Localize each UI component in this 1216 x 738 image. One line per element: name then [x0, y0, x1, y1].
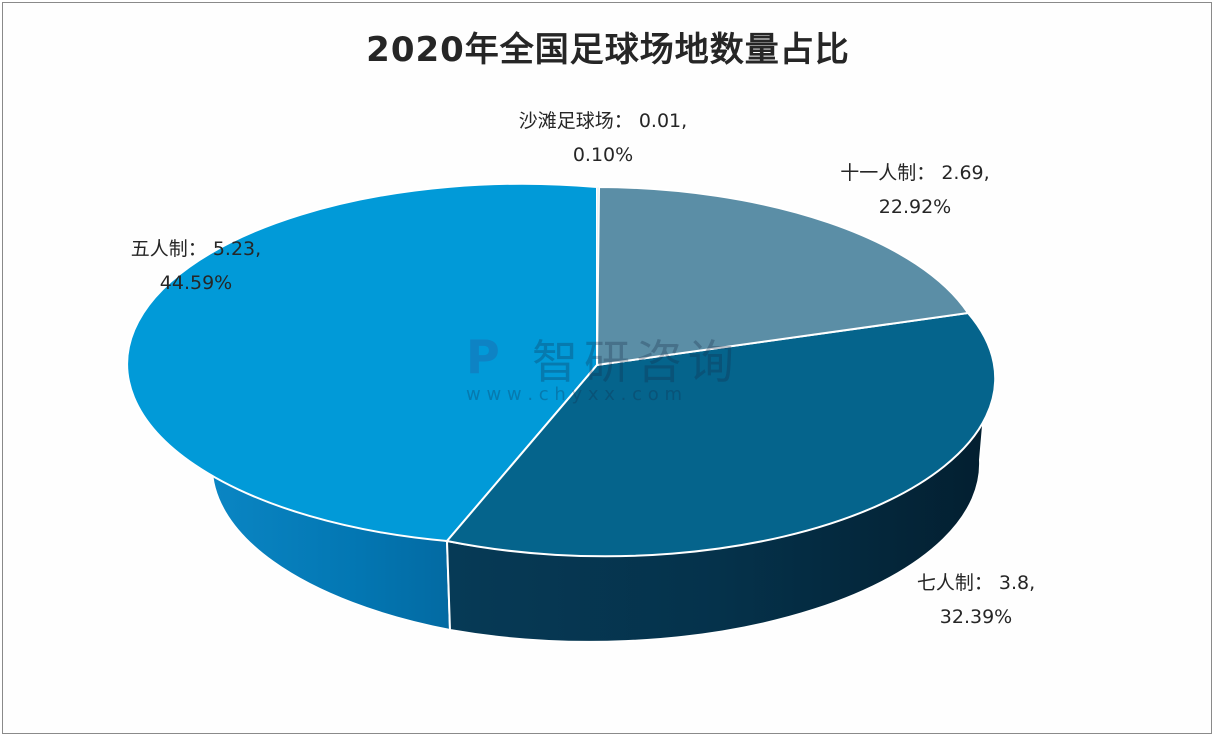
data-label-five-a-side: 五人制： 5.23, 44.59%	[96, 232, 296, 300]
data-label-eleven-a-side: 十一人制： 2.69, 22.92%	[810, 156, 1020, 224]
data-label-beach-soccer-value: 沙滩足球场： 0.01,	[518, 110, 688, 132]
data-label-seven-a-side: 七人制： 3.8, 32.39%	[886, 566, 1066, 634]
slice-eleven-a-side[interactable]	[595, 185, 970, 367]
slice-beach-soccer[interactable]	[596, 186, 600, 366]
data-label-five-a-side-percent: 44.59%	[159, 272, 233, 294]
data-label-beach-soccer-percent: 0.10%	[572, 144, 634, 166]
data-label-eleven-a-side-percent: 22.92%	[878, 196, 952, 218]
chart-title: 2020年全国足球场地数量占比	[366, 30, 850, 70]
data-label-beach-soccer: 沙滩足球场： 0.01, 0.10%	[478, 104, 728, 172]
watermark-url: w w w . c h y x x . c o m	[466, 384, 682, 405]
data-label-seven-a-side-percent: 32.39%	[939, 606, 1013, 628]
slice-five-a-side[interactable]	[126, 182, 598, 543]
watermark-logo-icon: P	[466, 330, 500, 384]
watermark-brand: 智研咨询	[532, 335, 740, 389]
data-label-eleven-a-side-value: 十一人制： 2.69,	[840, 162, 990, 184]
data-label-five-a-side-value: 五人制： 5.23,	[130, 238, 262, 260]
slice-seven-a-side[interactable]	[445, 311, 997, 558]
data-label-seven-a-side-value: 七人制： 3.8,	[916, 572, 1036, 594]
